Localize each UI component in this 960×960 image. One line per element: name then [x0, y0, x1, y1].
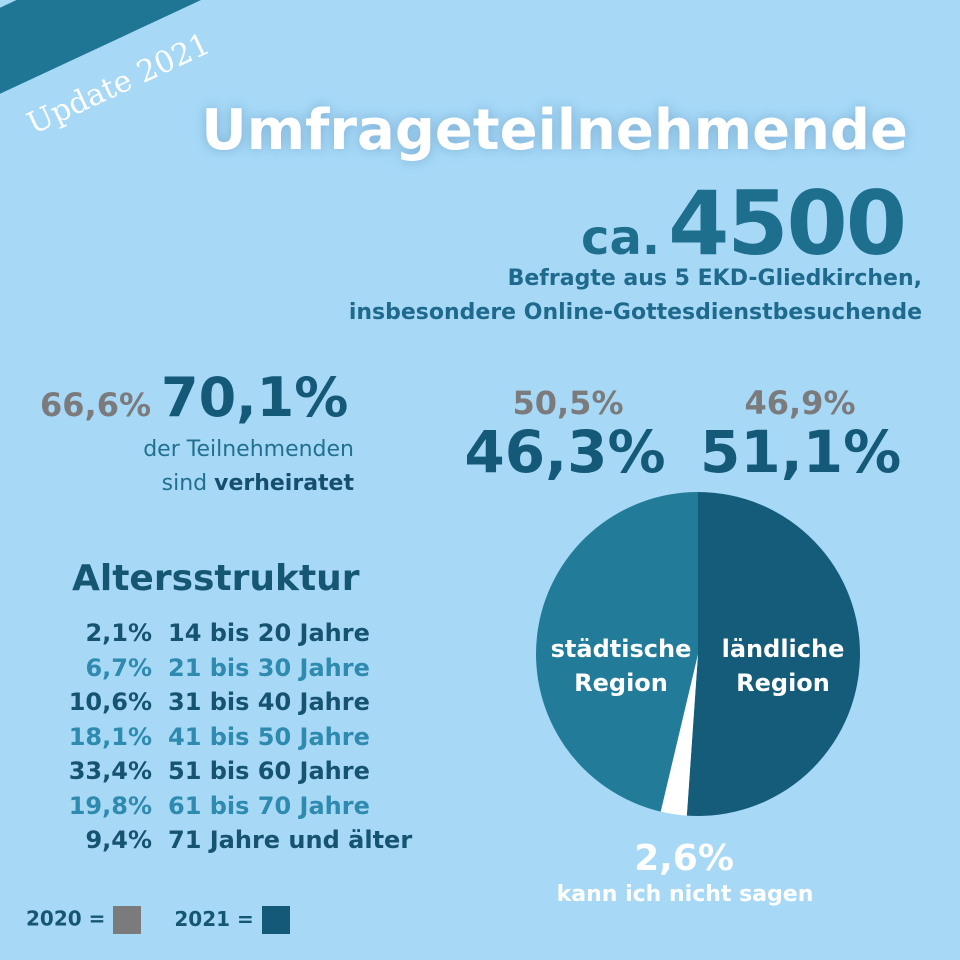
- pie-slice-rural: [686, 492, 860, 816]
- urban-label-line-2: Region: [574, 669, 668, 697]
- age-row: 6,7% 21 bis 30 Jahre: [60, 654, 412, 689]
- age-pct: 2,1%: [85, 619, 152, 647]
- age-row: 2,1% 14 bis 20 Jahre: [60, 619, 412, 654]
- subtitle-line-2: insbesondere Online-Gottesdienstbesuchen…: [348, 300, 922, 325]
- married-text-prefix: sind: [161, 471, 208, 496]
- rural-label-line-1: ländliche: [721, 635, 845, 663]
- age-label: 41 bis 50 Jahre: [168, 722, 370, 751]
- age-pct: 19,8%: [68, 791, 152, 820]
- married-stat: 66,6% 70,1%: [40, 366, 348, 429]
- age-row: 19,8% 61 bis 70 Jahre: [60, 792, 412, 827]
- subtitle: Befragte aus 5 EKD-Gliedkirchen, insbeso…: [202, 262, 922, 330]
- age-label: 71 Jahre und älter: [168, 826, 413, 854]
- age-row: 18,1% 41 bis 50 Jahre: [60, 723, 412, 758]
- urban-2020-value: 50,5%: [512, 384, 624, 422]
- pie-slice-urban: [536, 492, 698, 812]
- rural-2020-value: 46,9%: [744, 384, 856, 422]
- age-pct: 33,4%: [68, 757, 152, 785]
- year-legend: 2020 = 2021 =: [26, 906, 290, 934]
- participants-value: 4500: [668, 172, 907, 275]
- dont-know-value: 2,6%: [634, 838, 734, 879]
- age-structure-title: Altersstruktur: [72, 558, 360, 599]
- page-title: Umfrageteilnehmende: [201, 98, 908, 163]
- age-structure-list: 2,1% 14 bis 20 Jahre 6,7% 21 bis 30 Jahre …: [60, 619, 412, 861]
- age-pct: 18,1%: [68, 722, 152, 751]
- age-pct: 9,4%: [85, 826, 152, 854]
- age-label: 21 bis 30 Jahre: [168, 653, 370, 682]
- dont-know-label: kann ich nicht sagen: [556, 882, 814, 907]
- married-text-line-2: sind verheiratet: [143, 467, 354, 501]
- region-pie-chart: [536, 492, 860, 816]
- participants-count: ca.4500: [581, 172, 907, 275]
- age-row: 10,6% 31 bis 40 Jahre: [60, 688, 412, 723]
- married-text-bold: verheiratet: [214, 471, 354, 496]
- legend-2020-swatch: [113, 906, 142, 934]
- urban-region-label: städtische Region: [546, 632, 696, 700]
- legend-2020-label: 2020 =: [26, 906, 106, 931]
- rural-region-label: ländliche Region: [708, 632, 858, 700]
- age-label: 51 bis 60 Jahre: [168, 757, 370, 785]
- urban-label-line-1: städtische: [550, 635, 692, 663]
- participants-prefix: ca.: [581, 210, 661, 266]
- pie-slice-dont-know: [660, 654, 698, 816]
- legend-2021-label: 2021 =: [174, 906, 254, 931]
- age-row: 9,4% 71 Jahre und älter: [60, 826, 412, 861]
- age-row: 33,4% 51 bis 60 Jahre: [60, 757, 412, 792]
- subtitle-line-1: Befragte aus 5 EKD-Gliedkirchen,: [507, 266, 922, 291]
- age-label: 31 bis 40 Jahre: [168, 688, 370, 716]
- rural-2021-value: 51,1%: [700, 418, 902, 486]
- rural-label-line-2: Region: [736, 669, 830, 697]
- married-description: der Teilnehmenden sind verheiratet: [143, 433, 354, 501]
- age-label: 14 bis 20 Jahre: [168, 619, 370, 647]
- age-pct: 6,7%: [85, 653, 152, 682]
- married-2021-value: 70,1%: [161, 366, 349, 429]
- legend-2021-swatch: [261, 906, 290, 934]
- married-2020-value: 66,6%: [40, 386, 152, 424]
- married-text-line-1: der Teilnehmenden: [143, 437, 354, 462]
- urban-2021-value: 46,3%: [464, 418, 666, 486]
- age-label: 61 bis 70 Jahre: [168, 791, 370, 820]
- age-pct: 10,6%: [68, 688, 152, 716]
